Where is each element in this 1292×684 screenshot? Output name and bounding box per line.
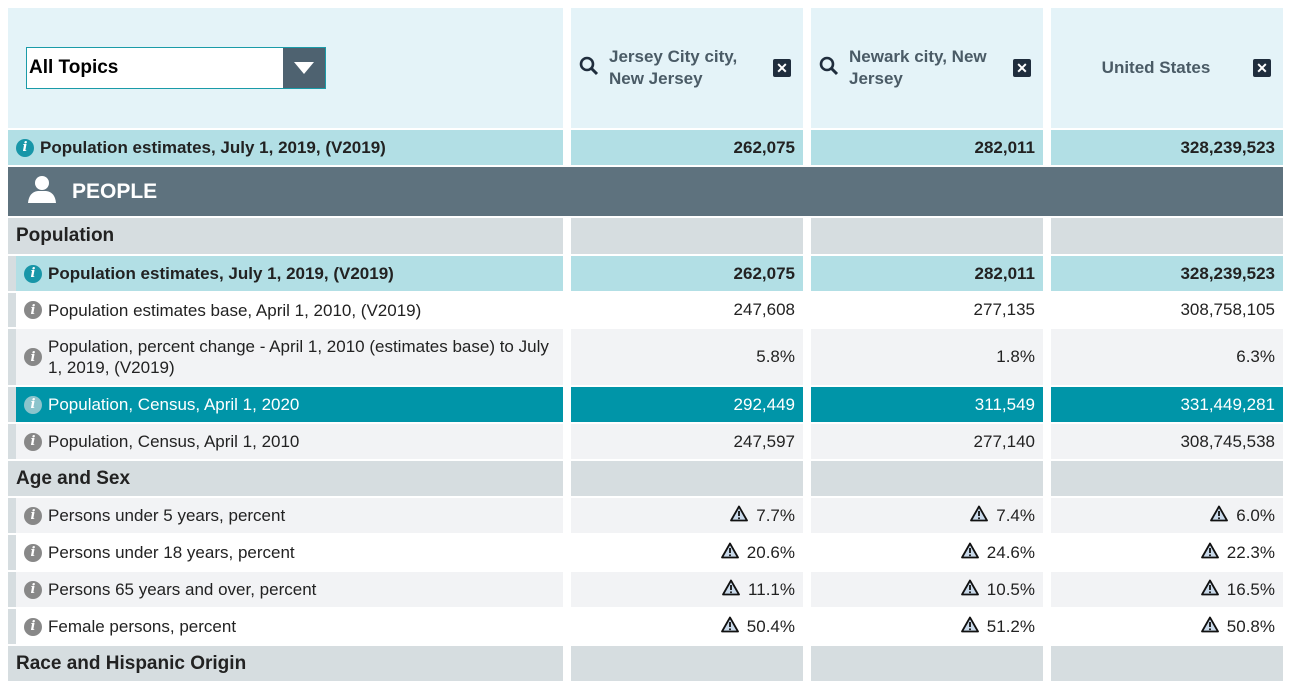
value-cell: 308,758,105 (1051, 293, 1283, 327)
value-cell: 247,597 (571, 424, 803, 459)
section-people: PEOPLE (8, 167, 1283, 216)
value-cell: 308,745,538 (1051, 424, 1283, 459)
value-cell: 10.5% (811, 572, 1043, 607)
value-cell: 7.7% (571, 498, 803, 533)
value-cell: 1.8% (811, 329, 1043, 385)
category-heading: Age and Sex (8, 461, 563, 496)
data-row-label: i Population estimates base, April 1, 201… (8, 293, 563, 327)
info-icon[interactable]: i (24, 506, 42, 525)
data-row-label: i Population, percent change - April 1, 2… (8, 329, 563, 385)
warning-icon[interactable] (720, 616, 739, 638)
value-cell: 262,075 (571, 256, 803, 291)
warning-icon[interactable] (722, 579, 740, 601)
column-header: United States ✕ (1051, 8, 1283, 128)
empty-cell (1051, 218, 1283, 254)
value-cell: 5.8% (571, 329, 803, 385)
value-cell: 16.5% (1051, 572, 1283, 607)
info-icon[interactable]: i (24, 617, 42, 636)
value-cell: 311,549 (811, 387, 1043, 422)
warning-icon[interactable] (1200, 542, 1219, 564)
topic-select[interactable]: All Topics (26, 47, 326, 89)
pinned-row-label: i Population estimates, July 1, 2019, (V2… (8, 130, 563, 165)
value-cell: 328,239,523 (1051, 256, 1283, 291)
value-cell: 22.3% (1051, 535, 1283, 570)
empty-cell (811, 646, 1043, 681)
value-cell: 24.6% (811, 535, 1043, 570)
info-icon[interactable]: i (16, 138, 34, 157)
value-cell: 262,075 (571, 130, 803, 165)
warning-icon[interactable] (960, 579, 979, 601)
column-name[interactable]: United States (1101, 58, 1211, 77)
empty-cell (811, 461, 1043, 496)
topic-select-value: All Topics (29, 57, 119, 78)
info-icon[interactable]: i (24, 348, 42, 366)
value-cell: 50.8% (1051, 609, 1283, 644)
value-cell: 292,449 (571, 387, 803, 422)
warning-icon[interactable] (720, 542, 739, 564)
info-icon[interactable]: i (24, 264, 42, 283)
value-cell: 7.4% (811, 498, 1043, 533)
warning-icon[interactable] (970, 505, 989, 527)
value-cell: 277,140 (811, 424, 1043, 459)
data-row-label: i Population, Census, April 1, 2020 (8, 387, 563, 422)
close-icon[interactable]: ✕ (773, 59, 791, 77)
info-icon[interactable]: i (24, 580, 42, 599)
data-row-label: i Persons under 5 years, percent (8, 498, 563, 533)
warning-icon[interactable] (1200, 579, 1219, 601)
empty-cell (571, 646, 803, 681)
category-heading: Population (8, 218, 563, 254)
empty-cell (571, 218, 803, 254)
warning-icon[interactable] (1200, 616, 1219, 638)
empty-cell (571, 461, 803, 496)
data-row-label: i Persons under 18 years, percent (8, 535, 563, 570)
close-icon[interactable]: ✕ (1253, 59, 1271, 77)
value-cell: 328,239,523 (1051, 130, 1283, 165)
info-icon[interactable]: i (24, 301, 42, 319)
value-cell: 11.1% (571, 572, 803, 607)
value-cell: 51.2% (811, 609, 1043, 644)
topic-cell: All Topics (8, 8, 563, 128)
warning-icon[interactable] (730, 505, 749, 527)
value-cell: 6.0% (1051, 498, 1283, 533)
column-header: Jersey City city, New Jersey ✕ (571, 8, 803, 128)
info-icon[interactable]: i (24, 432, 42, 451)
empty-cell (811, 218, 1043, 254)
close-icon[interactable]: ✕ (1013, 59, 1031, 77)
value-cell: 50.4% (571, 609, 803, 644)
value-cell: 6.3% (1051, 329, 1283, 385)
search-icon[interactable] (819, 56, 839, 81)
info-icon[interactable]: i (24, 543, 42, 562)
chevron-down-icon[interactable] (283, 48, 325, 88)
warning-icon[interactable] (960, 542, 979, 564)
info-icon[interactable]: i (24, 395, 42, 414)
person-icon (26, 175, 58, 209)
empty-cell (1051, 646, 1283, 681)
search-icon[interactable] (579, 56, 599, 81)
value-cell: 282,011 (811, 256, 1043, 291)
empty-cell (1051, 461, 1283, 496)
value-cell: 20.6% (571, 535, 803, 570)
column-name[interactable]: Newark city, New Jersey (849, 47, 987, 88)
data-row-label: i Population estimates, July 1, 2019, (V2… (8, 256, 563, 291)
warning-icon[interactable] (1210, 505, 1229, 527)
value-cell: 277,135 (811, 293, 1043, 327)
category-heading: Race and Hispanic Origin (8, 646, 563, 681)
warning-icon[interactable] (960, 616, 979, 638)
value-cell: 247,608 (571, 293, 803, 327)
column-name[interactable]: Jersey City city, New Jersey (609, 47, 738, 88)
value-cell: 331,449,281 (1051, 387, 1283, 422)
data-row-label: i Persons 65 years and over, percent (8, 572, 563, 607)
data-row-label: i Population, Census, April 1, 2010 (8, 424, 563, 459)
column-header: Newark city, New Jersey ✕ (811, 8, 1043, 128)
value-cell: 282,011 (811, 130, 1043, 165)
data-row-label: i Female persons, percent (8, 609, 563, 644)
